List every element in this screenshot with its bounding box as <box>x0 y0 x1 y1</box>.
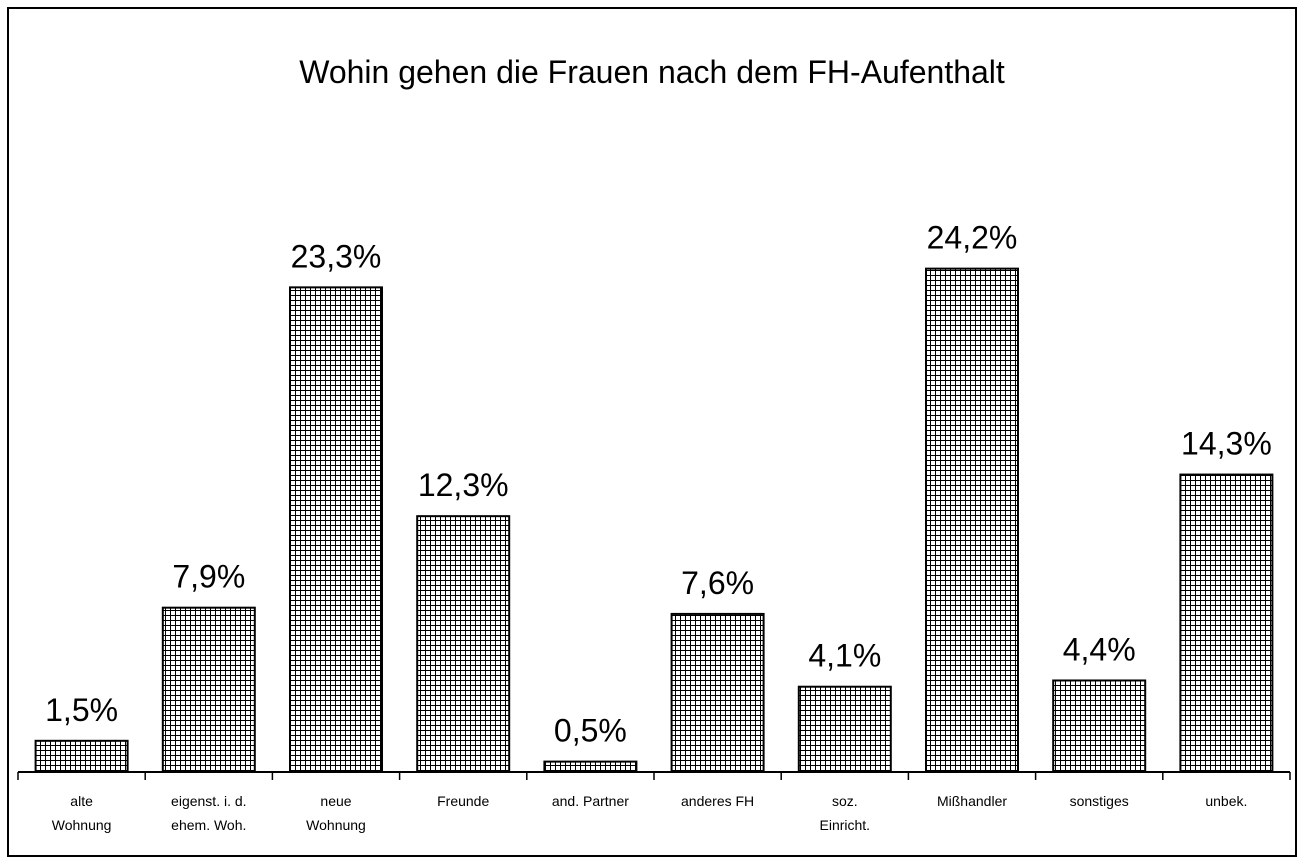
chart-title: Wohin gehen die Frauen nach dem FH-Aufen… <box>299 54 1005 90</box>
bar <box>34 739 129 773</box>
x-tick-label: sonstiges <box>1069 793 1129 809</box>
value-label: 7,6% <box>681 565 754 601</box>
x-tick-label: eigenst. i. d. ehem. Woh. <box>171 793 247 833</box>
value-label: 7,9% <box>172 559 245 595</box>
bar <box>543 760 638 773</box>
value-label: 1,5% <box>45 692 118 728</box>
bar <box>1052 679 1147 773</box>
x-tick-label: unbek. <box>1205 793 1248 809</box>
bar <box>161 606 256 773</box>
bar <box>416 515 511 773</box>
x-tick-label: neue Wohnung <box>306 793 366 833</box>
value-label: 14,3% <box>1181 426 1272 462</box>
value-label: 23,3% <box>291 238 382 274</box>
x-tick-label: and. Partner <box>551 793 629 809</box>
bar <box>670 612 765 773</box>
value-label: 0,5% <box>554 713 627 749</box>
x-tick-label: Freunde <box>437 793 490 809</box>
value-label: 24,2% <box>927 220 1018 256</box>
value-label: 12,3% <box>418 467 509 503</box>
value-label: 4,4% <box>1063 631 1136 667</box>
bar <box>1179 473 1274 773</box>
x-tick-label: Mißhandler <box>936 793 1008 809</box>
bar <box>289 286 383 773</box>
x-tick-label: alte Wohnung <box>51 793 112 833</box>
bar <box>797 685 892 773</box>
x-tick-label: anderes FH <box>681 793 755 809</box>
bar <box>925 267 1019 773</box>
value-label: 4,1% <box>808 638 881 674</box>
x-tick-label: soz. Einricht. <box>819 793 871 833</box>
